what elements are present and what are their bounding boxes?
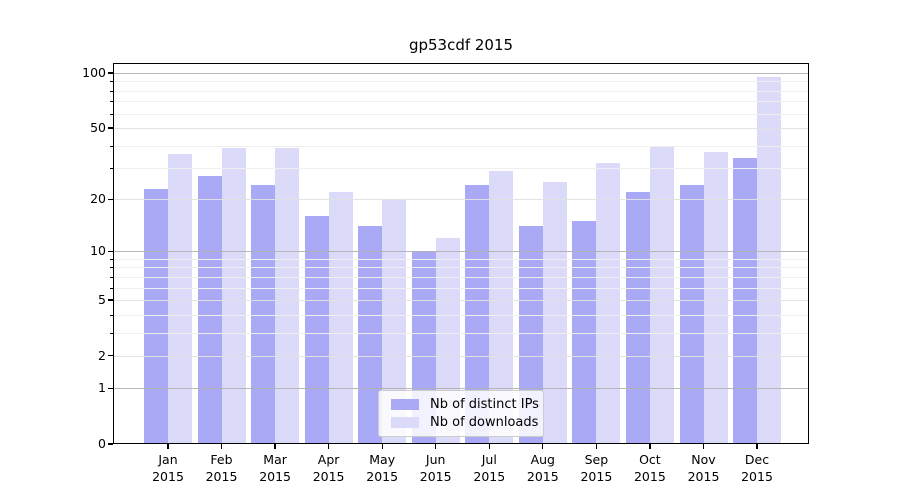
x-tick-mark [167,444,169,449]
y-minor-tick-mark [110,258,113,260]
x-tick-label: Apr 2015 [312,452,345,484]
bar-downloads-oct [649,145,674,444]
y-tick-mark [108,355,113,357]
gridline [113,113,809,115]
y-minor-tick-mark [110,276,113,278]
gridline [113,251,809,253]
legend-label-downloads: Nb of downloads [430,415,539,430]
x-tick-mark [381,444,383,449]
gridline [113,73,809,74]
gridline [113,167,809,169]
x-tick-mark [542,444,544,449]
y-tick-mark [108,127,113,129]
x-tick-label: Sep 2015 [580,452,613,484]
x-tick-mark [595,444,598,449]
y-tick-mark [108,387,113,389]
legend-swatch-distinct-ips [391,399,419,410]
legend-swatch-downloads [391,417,419,428]
bar-distinct-ips-jan [144,188,168,444]
bar-distinct-ips-dec [733,158,757,444]
bar-downloads-aug [542,182,567,444]
x-tick-mark [274,444,276,449]
gridline [113,258,809,260]
y-tick-label: 0 [98,436,106,451]
bar-downloads-sep [596,162,621,444]
chart-title: gp53cdf 2015 [408,36,514,54]
x-tick-mark [435,444,437,449]
x-tick-label: Nov 2015 [687,452,720,484]
x-tick-mark [488,444,490,449]
bar-distinct-ips-sep [572,221,597,444]
plot-area [113,63,809,444]
y-tick-mark [108,299,113,301]
legend-label-distinct-ips: Nb of distinct IPs [430,397,539,412]
gridline [113,199,809,201]
x-tick-label: May 2015 [366,452,399,484]
x-tick-label: Aug 2015 [526,452,559,484]
bar-downloads-feb [221,147,246,444]
bar-downloads-mar [275,147,300,444]
x-tick-label: Jun 2015 [419,452,452,484]
y-minor-tick-mark [110,90,113,92]
y-tick-mark [108,72,113,74]
y-tick-label: 20 [90,191,106,207]
gridline [113,287,809,289]
legend-item-downloads: Nb of downloads [387,415,539,430]
y-minor-tick-mark [110,287,113,289]
y-minor-tick-mark [110,101,113,103]
y-minor-tick-mark [110,81,113,83]
gridline [113,355,809,357]
x-tick-mark [327,444,330,449]
y-tick-label: 5 [98,292,106,307]
x-tick-label: Dec 2015 [741,452,773,484]
gridline [113,314,809,316]
y-tick-label: 10 [90,243,106,259]
y-minor-tick-mark [110,332,113,334]
gridline [113,90,809,92]
x-tick-mark [756,444,758,449]
y-minor-tick-mark [110,145,113,147]
gridline [113,267,809,269]
bar-distinct-ips-apr [304,216,329,444]
y-tick-label: 2 [98,347,106,363]
y-tick-label: 100 [82,65,106,80]
x-tick-mark [649,444,651,449]
bar-downloads-apr [328,191,353,444]
legend-item-distinct-ips: Nb of distinct IPs [387,397,539,412]
x-tick-label: Feb 2015 [205,452,238,484]
gridline [113,300,809,301]
y-minor-tick-mark [110,267,113,269]
x-tick-label: Oct 2015 [633,452,666,484]
gridline [113,276,809,278]
y-tick-label: 1 [98,380,106,396]
bar-distinct-ips-feb [197,176,222,444]
x-tick-mark [220,444,223,449]
x-tick-label: Jan 2015 [152,452,184,484]
bar-downloads-nov [703,151,728,444]
y-tick-mark [108,250,113,252]
x-tick-label: Mar 2015 [259,452,291,484]
y-minor-tick-mark [110,314,113,316]
gridline [113,81,809,83]
y-minor-tick-mark [110,113,113,115]
bar-downloads-dec [757,77,781,444]
y-tick-mark [108,443,113,445]
gridline [113,145,809,147]
bar-distinct-ips-oct [625,191,650,444]
bar-downloads-jan [168,153,192,444]
legend: Nb of distinct IPs Nb of downloads [378,390,544,437]
y-tick-mark [108,198,113,200]
gridline [113,388,809,390]
x-tick-label: Jul 2015 [473,452,506,484]
gridline [113,332,809,334]
gridline [113,101,809,103]
y-minor-tick-mark [110,167,113,169]
x-tick-mark [702,444,705,449]
y-tick-label: 50 [90,119,106,135]
gridline [113,127,809,129]
